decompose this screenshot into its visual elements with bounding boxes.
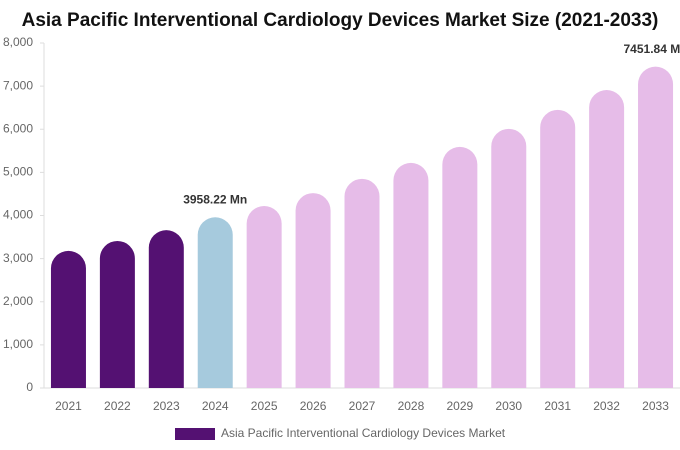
bar [491,128,527,388]
x-tick-label: 2021 [55,399,82,413]
chart-title: Asia Pacific Interventional Cardiology D… [22,10,659,31]
x-tick-label: 2023 [153,399,180,413]
x-tick-label: 2033 [642,399,669,413]
y-tick-label: 3,000 [3,251,33,265]
bar [197,217,233,388]
y-tick-label: 1,000 [3,337,33,351]
bar [148,230,184,388]
bar [589,90,625,388]
bar [393,162,429,388]
bar [246,206,282,388]
x-tick-label: 2025 [251,399,278,413]
bar [344,178,380,388]
legend-swatch [175,428,215,440]
x-tick-label: 2027 [349,399,376,413]
value-label: 7451.84 Mn [624,42,680,56]
value-label: 3958.22 Mn [183,192,247,206]
bar [638,66,674,388]
bar [295,193,331,388]
x-tick-label: 2029 [446,399,473,413]
x-tick-label: 2022 [104,399,131,413]
x-tick-label: 2031 [544,399,571,413]
bar [442,146,478,388]
y-tick-label: 2,000 [3,294,33,308]
x-tick-label: 2024 [202,399,229,413]
y-tick-label: 5,000 [3,165,33,179]
bar [50,250,86,388]
bar [540,109,576,388]
bar [99,240,135,388]
x-tick-label: 2026 [300,399,327,413]
x-tick-label: 2032 [593,399,620,413]
y-tick-label: 6,000 [3,121,33,135]
y-tick-label: 4,000 [3,208,33,222]
y-tick-label: 0 [26,380,33,394]
y-tick-label: 7,000 [3,78,33,92]
legend-label: Asia Pacific Interventional Cardiology D… [221,426,506,440]
x-tick-label: 2028 [398,399,425,413]
x-tick-label: 2030 [495,399,522,413]
y-tick-label: 8,000 [3,35,33,49]
